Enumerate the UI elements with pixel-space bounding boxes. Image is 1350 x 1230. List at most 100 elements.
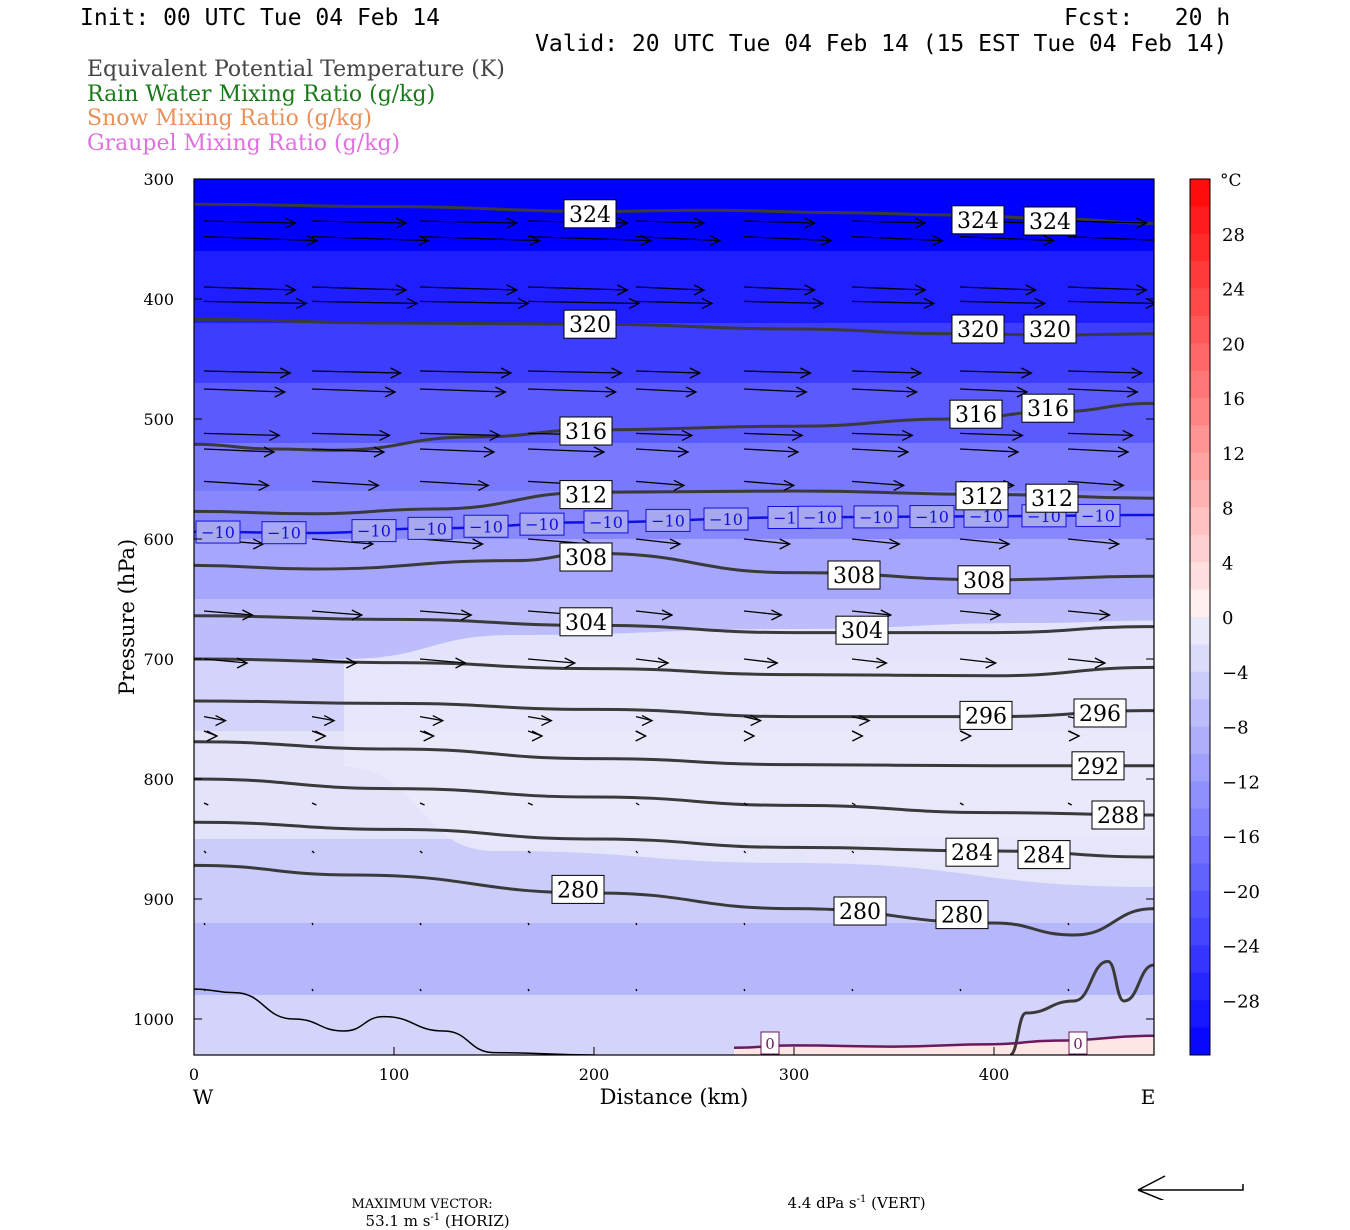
isotherm-label-box xyxy=(853,505,899,529)
theta-e-label: 280 xyxy=(941,904,983,929)
isotherm-label-box xyxy=(909,505,955,529)
colorbar-tick-label: −28 xyxy=(1222,991,1260,1012)
cross-section-chart: −10 −10 −10 −10 −10 −10 −10 −10 −10 −10 −10 −10 −10 −… xyxy=(115,170,1260,1200)
wind-vector xyxy=(203,730,219,742)
wind-vector xyxy=(959,657,998,669)
wind-vector xyxy=(743,657,779,669)
theta-e-label-box xyxy=(835,615,889,645)
wind-vector xyxy=(635,657,670,669)
wind-vector xyxy=(959,284,1038,296)
wind-vector xyxy=(851,386,919,398)
x-tick-label: 0 xyxy=(189,1065,199,1084)
colorbar-swatch xyxy=(1190,261,1210,289)
colorbar-tick-label: −16 xyxy=(1222,827,1260,848)
wind-vector xyxy=(527,850,531,854)
theta-e-line xyxy=(1009,959,1154,1055)
wind-vector xyxy=(527,386,618,398)
colorbar-swatch xyxy=(1190,370,1210,399)
theta-e-label: 280 xyxy=(557,878,599,903)
wind-vector xyxy=(1067,217,1148,229)
wind-vector xyxy=(743,297,825,309)
theta-e-label-box xyxy=(1091,800,1145,830)
wind-vector xyxy=(203,429,281,441)
wind-vector xyxy=(203,802,209,806)
colorbar-swatch xyxy=(1190,617,1210,645)
theta-e-line xyxy=(194,202,1154,225)
theta-e-label-box xyxy=(949,399,1003,429)
wind-vector xyxy=(419,850,423,854)
y-tick-label: 700 xyxy=(143,650,174,669)
wind-vector xyxy=(527,922,530,926)
wind-vector xyxy=(635,429,694,441)
wind-vector xyxy=(311,922,314,926)
wind-vector xyxy=(203,297,308,309)
colorbar-swatch xyxy=(1190,233,1210,262)
wind-vector xyxy=(851,730,864,742)
wind-vector xyxy=(743,802,748,806)
wind-vector xyxy=(311,479,380,491)
wind-vector xyxy=(635,297,714,309)
wind-vector xyxy=(851,850,855,854)
wind-vector xyxy=(851,235,944,247)
colorbar-swatch xyxy=(1190,315,1210,344)
wind-vector xyxy=(1067,657,1107,669)
wind-vector xyxy=(311,429,391,441)
wind-vector xyxy=(527,446,606,458)
x-tick-label: 200 xyxy=(579,1065,610,1084)
wind-vector xyxy=(743,609,783,621)
colorbar-swatch xyxy=(1190,808,1210,837)
wind-vector xyxy=(1067,446,1130,458)
theta-e-line xyxy=(194,401,1154,452)
wind-vector xyxy=(419,297,530,309)
colorbar-tick-label: 20 xyxy=(1222,334,1245,355)
theta-e-label: 316 xyxy=(955,403,997,428)
wind-vector xyxy=(851,657,888,669)
wind-vector xyxy=(851,429,914,441)
wind-vector xyxy=(203,479,271,491)
y-tick-label: 600 xyxy=(143,530,174,549)
temperature-shading xyxy=(194,179,1154,1055)
colorbar-swatch xyxy=(1190,425,1210,454)
wind-vector xyxy=(311,297,419,309)
wind-vector xyxy=(959,730,973,742)
isotherm-minus10-label: −10 xyxy=(651,511,685,530)
wind-vector xyxy=(311,284,408,296)
colorbar-tick-label: 12 xyxy=(1222,444,1245,465)
wind-vector xyxy=(311,217,408,229)
wind-vector xyxy=(959,446,1020,458)
isotherm-label-box xyxy=(1068,1031,1088,1055)
theta-e-label: 280 xyxy=(839,900,881,925)
wind-vectors xyxy=(203,217,1154,992)
wind-vector xyxy=(743,479,796,491)
theta-e-label: 312 xyxy=(961,485,1003,510)
colorbar-swatch xyxy=(1190,480,1210,508)
wind-vector xyxy=(851,802,856,806)
wind-vector xyxy=(311,988,314,992)
theta-e-label: 292 xyxy=(1077,755,1119,780)
temp-band xyxy=(194,251,1154,324)
wind-vector xyxy=(959,988,962,992)
wind-vector xyxy=(203,386,287,398)
wind-vector xyxy=(959,802,964,806)
theta-e-label: 324 xyxy=(569,203,611,228)
x-right-label: E xyxy=(1141,1085,1156,1109)
theta-e-label-box xyxy=(833,896,887,926)
colorbar-swatch xyxy=(1190,288,1210,317)
wind-vector xyxy=(851,479,906,491)
colorbar-swatch xyxy=(1190,781,1210,810)
theta-e-label: 304 xyxy=(841,619,883,644)
x-tick-label: 400 xyxy=(979,1065,1010,1084)
wind-vector xyxy=(635,922,638,926)
wind-vector xyxy=(743,730,756,742)
theta-e-label: 312 xyxy=(1031,487,1073,512)
legend-snow: Snow Mixing Ratio (g/kg) xyxy=(87,106,372,131)
wind-vector xyxy=(851,538,901,550)
wind-vector xyxy=(1067,284,1148,296)
colorbar-tick-label: −20 xyxy=(1222,882,1260,903)
wind-vector xyxy=(635,988,638,992)
isotherm-label-box xyxy=(407,516,453,540)
colorbar-tick-label: −4 xyxy=(1222,663,1249,684)
theta-e-label-box xyxy=(1017,840,1071,870)
horiz-value: 53.1 m s xyxy=(365,1212,431,1230)
wind-vector xyxy=(419,367,513,379)
